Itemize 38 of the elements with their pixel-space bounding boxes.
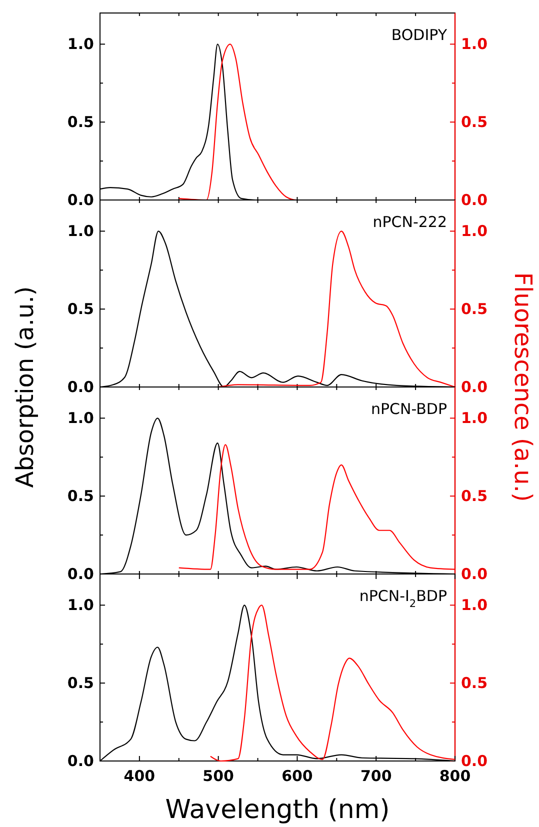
- y-tick-label: 1.0: [67, 596, 94, 614]
- y2-tick-label: 1.0: [461, 222, 488, 240]
- y2-tick-label: 0.5: [461, 300, 488, 318]
- y-tick-label: 1.0: [67, 222, 94, 240]
- y2-tick-label: 1.0: [461, 596, 488, 614]
- y2-axis-title: Fluorescence (a.u.): [509, 272, 537, 502]
- y2-tick-label: 1.0: [461, 35, 488, 54]
- y-tick-label: 1.0: [67, 35, 94, 54]
- x-tick-label: 600: [282, 767, 313, 785]
- y2-tick-label: 0.5: [461, 113, 488, 132]
- text: BODIPY: [391, 26, 448, 44]
- x-tick-label: 700: [360, 767, 392, 785]
- y-tick-label: 0.0: [67, 752, 94, 770]
- y2-tick-label: 0.0: [461, 752, 488, 770]
- y-tick-label: 0.5: [67, 113, 94, 132]
- x-tick-label: 400: [124, 767, 156, 785]
- text: nPCN-BDP: [370, 400, 447, 418]
- y2-tick-label: 0.0: [461, 378, 488, 396]
- y-tick-label: 0.0: [67, 378, 94, 396]
- text: nPCN-222: [372, 213, 447, 231]
- x-tick-label: 500: [202, 767, 234, 785]
- x-tick-label: 800: [439, 767, 471, 785]
- line-series: [218, 230, 456, 388]
- line-series: [178, 444, 456, 570]
- y2-tick-label: 0.0: [461, 565, 488, 583]
- text: nPCN-I$_{2}$BDP: [359, 587, 447, 610]
- y2-tick-label: 1.0: [461, 409, 488, 428]
- y-tick-label: 0.5: [67, 487, 94, 506]
- y-tick-label: 0.5: [67, 674, 94, 692]
- y-tick-label: 0.5: [67, 300, 94, 318]
- y2-tick-label: 0.5: [461, 487, 488, 506]
- y-axis-title: Absorption (a.u.): [11, 286, 39, 488]
- y2-tick-label: 0.0: [461, 191, 488, 209]
- y-tick-label: 1.0: [67, 409, 94, 428]
- y-tick-label: 0.0: [67, 565, 94, 583]
- y-tick-label: 0.0: [67, 191, 94, 209]
- x-axis-title: Wavelength (nm): [165, 795, 390, 825]
- y2-tick-label: 0.5: [461, 674, 488, 692]
